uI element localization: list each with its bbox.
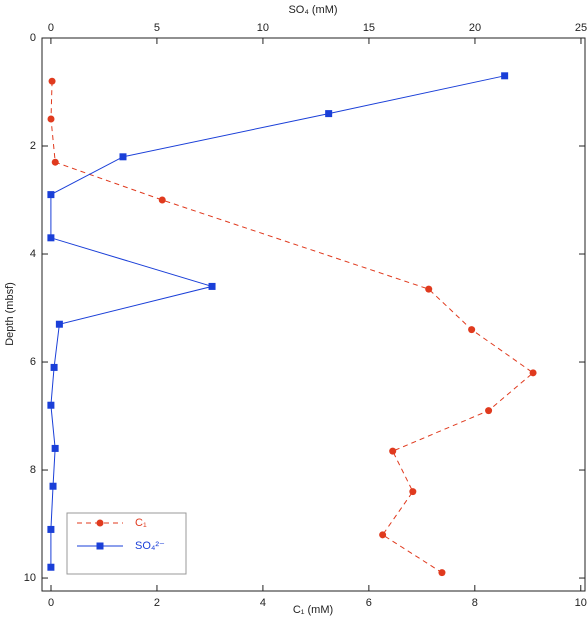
data-point (501, 72, 509, 80)
x-tick-label: 4 (260, 597, 266, 609)
series-line (50, 81, 534, 574)
data-point (325, 110, 333, 118)
data-point (47, 234, 55, 242)
x2-tick-label: 20 (469, 22, 481, 34)
data-point (485, 407, 493, 415)
x-tick-label: 0 (48, 597, 54, 609)
data-point (51, 158, 59, 166)
y-tick-label: 2 (30, 140, 36, 152)
data-point (47, 115, 55, 123)
data-point (379, 531, 387, 539)
x2-tick-label: 10 (257, 22, 269, 34)
plot-frame (41, 37, 586, 592)
x2-tick-label: 15 (363, 22, 375, 34)
data-point (529, 369, 537, 377)
x-tick-label: 8 (472, 597, 478, 609)
data-point (51, 444, 59, 452)
data-point (49, 482, 57, 490)
x-tick-label: 2 (154, 597, 160, 609)
data-point (55, 320, 63, 328)
x-tick-label: 6 (366, 597, 372, 609)
legend-label: SO₄²⁻ (135, 540, 165, 552)
data-point (425, 285, 433, 293)
data-point (208, 282, 216, 290)
x2-tick-label: 25 (575, 22, 587, 34)
y-tick-label: 8 (30, 464, 36, 476)
x2-tick-label: 0 (48, 22, 54, 34)
data-point (438, 569, 446, 577)
y-tick-label: 6 (30, 356, 36, 368)
data-point (50, 363, 58, 371)
data-point (409, 488, 417, 496)
legend-label: C₁ (135, 517, 147, 529)
legend-marker (96, 542, 104, 550)
data-point (48, 77, 56, 85)
legend-marker (96, 519, 104, 527)
data-point (468, 326, 476, 334)
y-tick-label: 4 (30, 248, 36, 260)
x2-axis-label: SO₄ (mM) (288, 4, 337, 16)
data-point (47, 563, 55, 571)
data-point (47, 191, 55, 199)
y-tick-label: 10 (24, 572, 36, 584)
x2-tick-label: 5 (154, 22, 160, 34)
y-axis-label: Depth (mbsf) (4, 282, 16, 346)
data-point (158, 196, 166, 204)
x-axis-label: C₁ (mM) (293, 604, 333, 616)
data-point (47, 525, 55, 533)
data-point (389, 447, 397, 455)
y-tick-label: 0 (30, 32, 36, 44)
series-line (50, 75, 505, 568)
data-point (119, 153, 127, 161)
x-tick-label: 10 (575, 597, 587, 609)
legend (66, 512, 187, 575)
data-point (47, 401, 55, 409)
